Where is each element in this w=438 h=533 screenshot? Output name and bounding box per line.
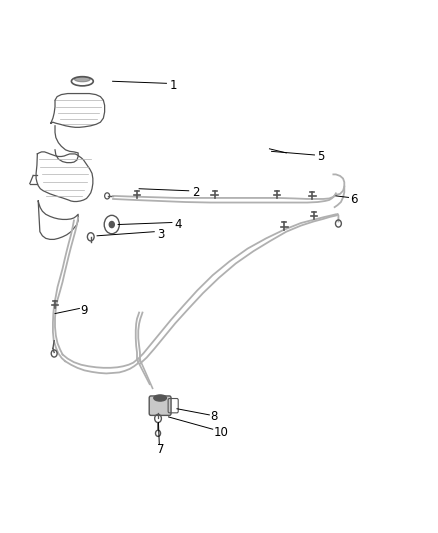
Text: 9: 9 — [80, 304, 88, 317]
Text: 5: 5 — [317, 150, 325, 163]
Ellipse shape — [74, 77, 90, 82]
FancyBboxPatch shape — [149, 396, 171, 415]
Text: 2: 2 — [192, 187, 199, 199]
Text: 4: 4 — [174, 218, 181, 231]
Ellipse shape — [154, 395, 166, 401]
Text: 10: 10 — [214, 426, 229, 439]
Text: 3: 3 — [157, 228, 164, 241]
Circle shape — [109, 222, 114, 228]
Text: 6: 6 — [350, 193, 358, 206]
Text: 7: 7 — [157, 443, 164, 456]
Text: 1: 1 — [170, 79, 177, 92]
Text: 8: 8 — [211, 410, 218, 423]
